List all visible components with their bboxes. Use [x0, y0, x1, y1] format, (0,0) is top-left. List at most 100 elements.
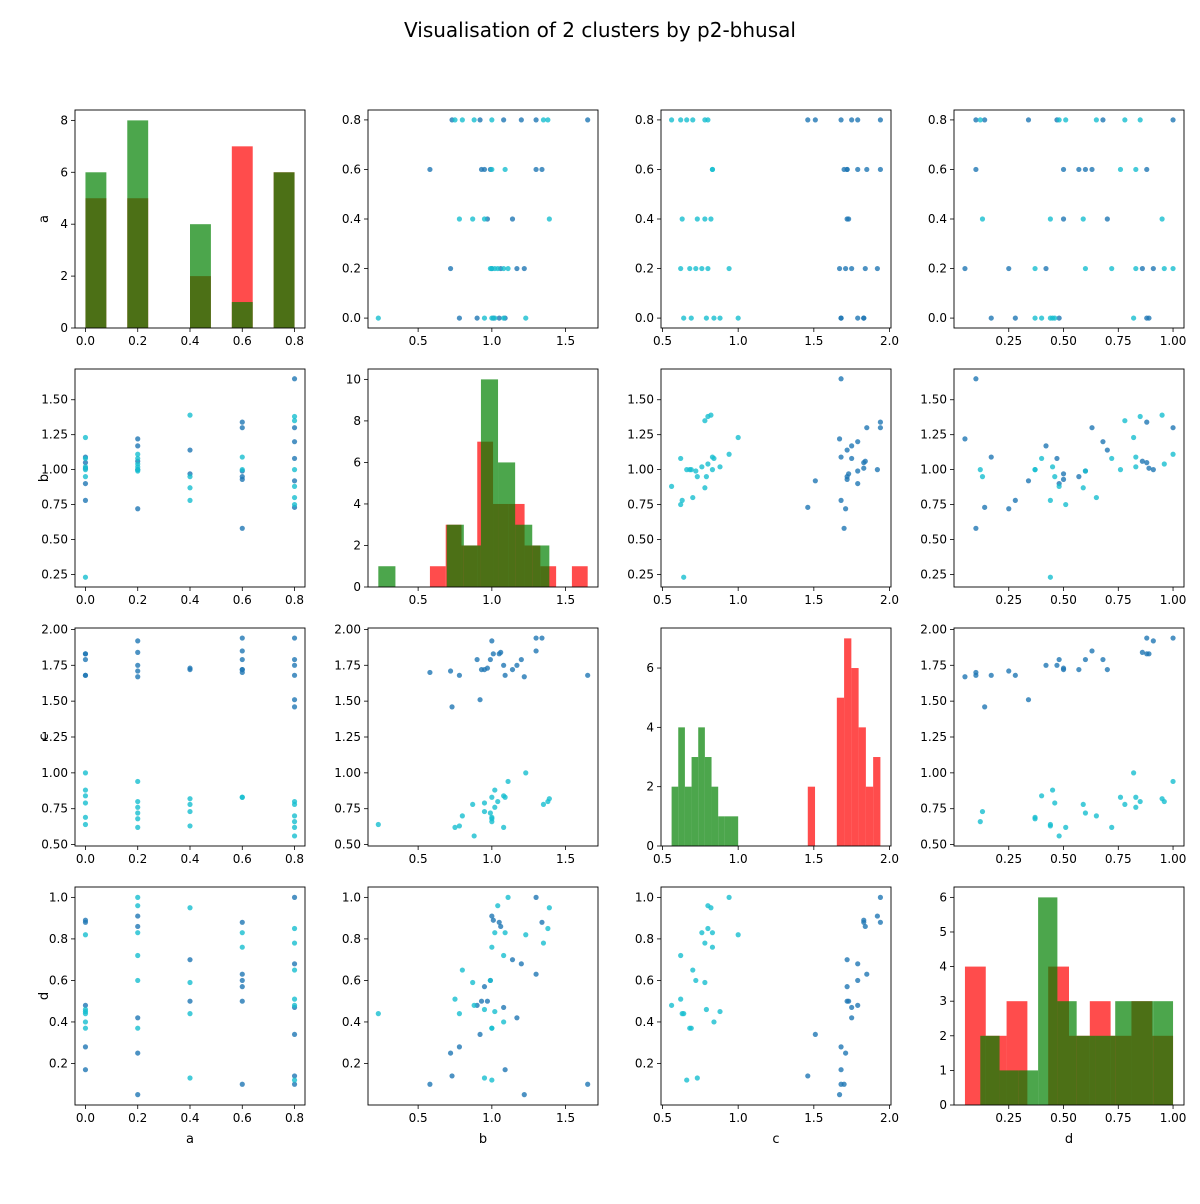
subplot-b-vs-d: 0.25 0.50 0.75 1.00 0.25 0.50 0.75 1.00 1.25 1.50: [920, 368, 1186, 607]
scatter-point-c1-15: [187, 808, 193, 815]
scatter-point-c0-8: [1006, 506, 1012, 512]
scatter-point-c1-0: [735, 434, 741, 441]
scatter-point-c0-11: [846, 216, 852, 222]
scatter-point-c0-3: [82, 672, 89, 678]
scatter-point-c0-18: [877, 894, 884, 900]
x-tick-label: 0.4: [180, 852, 199, 866]
y-tick-label: 2.00: [41, 622, 68, 636]
scatter-point-c1-3: [501, 1019, 507, 1025]
scatter-point-c1-20: [690, 494, 696, 501]
scatter-point-c1-21: [678, 996, 684, 1002]
scatter-point-c1-10: [1032, 467, 1038, 473]
scatter-point-c1-0: [523, 315, 529, 321]
scatter-point-c1-15: [694, 474, 700, 480]
scatter-point-c0-5: [1150, 467, 1156, 473]
scatter-point-c1-6: [505, 265, 511, 272]
scatter-point-c1-19: [1122, 418, 1128, 424]
x-tick-label: 0.0: [76, 1111, 95, 1125]
hist-bar-green-c-0: [671, 786, 679, 846]
scatter-point-c0-15: [1060, 476, 1067, 482]
scatter-point-c1-21: [1063, 501, 1069, 508]
scatter-point-c1-16: [709, 930, 716, 936]
scatter-point-c1-11: [135, 824, 141, 830]
scatter-point-c0-6: [862, 458, 868, 464]
scatter-point-c0-18: [1170, 425, 1176, 431]
y-tick-label: 0.6: [49, 973, 68, 987]
y-tick-label: 0.75: [920, 802, 947, 816]
y-tick-label: 2.00: [334, 622, 361, 636]
y-tick-label: 10: [346, 372, 361, 386]
scatter-point-c0-19: [1100, 117, 1106, 123]
scatter-point-c1-6: [505, 894, 511, 900]
scatter-point-c0-9: [135, 674, 141, 680]
scatter-point-c0-18: [877, 117, 884, 123]
scatter-point-c1-20: [1093, 813, 1099, 819]
x-tick-label: 0.8: [285, 1111, 304, 1125]
scatter-point-c0-2: [456, 315, 463, 321]
scatter-point-c0-0: [1144, 460, 1150, 466]
scatter-point-c1-19: [1122, 117, 1128, 123]
scatter-point-c0-21: [291, 478, 298, 484]
scatter-point-c0-22: [982, 117, 988, 123]
scatter-point-c0-18: [877, 425, 884, 431]
y-tick-label: 0.75: [41, 802, 68, 816]
y-axis-label: c: [37, 733, 52, 740]
scatter-point-c0-6: [498, 923, 504, 930]
scatter-point-c0-21: [291, 1031, 298, 1038]
y-tick-label: 1.50: [334, 694, 361, 708]
axes-frame: [74, 886, 306, 1106]
hist-bar-green-d-7: [1115, 1001, 1135, 1105]
scatter-point-c1-17: [239, 944, 245, 950]
scatter-point-c0-5: [135, 638, 141, 644]
scatter-point-c0-23: [291, 376, 298, 382]
scatter-point-c1-15: [694, 216, 700, 222]
x-tick-label: 0.6: [233, 1111, 252, 1125]
scatter-point-c0-15: [1060, 166, 1067, 173]
scatter-point-c1-21: [291, 996, 298, 1002]
scatter-point-c1-3: [501, 315, 507, 321]
x-axis-label: b: [479, 1132, 487, 1147]
scatter-point-c0-8: [135, 506, 141, 512]
scatter-point-c0-18: [1170, 635, 1176, 641]
scatter-point-c0-2: [1012, 315, 1018, 321]
x-tick-label: 1.5: [804, 593, 823, 607]
scatter-point-c0-4: [861, 465, 867, 471]
scatter-point-c1-15: [187, 1075, 193, 1081]
axes-frame: [953, 109, 1185, 329]
scatter-point-c1-7: [135, 798, 141, 805]
scatter-point-c0-11: [1060, 471, 1067, 477]
scatter-point-c1-14: [456, 1011, 463, 1017]
scatter-point-c0-21: [477, 697, 483, 703]
scatter-point-c0-19: [518, 656, 524, 663]
scatter-point-c0-7: [514, 265, 520, 272]
x-tick-label: 1.5: [556, 852, 575, 866]
hist-bar-red-c-9: [873, 757, 881, 846]
x-tick-label: 2.0: [880, 1111, 899, 1125]
scatter-point-c0-8: [843, 265, 849, 272]
hist-bar-green-d-2: [1018, 1070, 1039, 1105]
scatter-point-c1-7: [705, 265, 711, 272]
scatter-point-c0-4: [861, 917, 867, 923]
y-tick-label: 1.00: [41, 463, 68, 477]
scatter-point-c1-14: [187, 1011, 193, 1017]
scatter-point-c0-15: [844, 998, 850, 1004]
scatter-point-c0-5: [489, 638, 495, 644]
scatter-point-c0-22: [982, 704, 988, 710]
y-tick-label: 0.50: [627, 532, 654, 546]
scatter-point-c0-21: [291, 697, 298, 703]
scatter-point-c0-16: [427, 166, 433, 173]
scatter-point-c0-13: [533, 971, 539, 977]
scatter-point-c1-7: [495, 903, 501, 909]
hist-bar-green-b-0: [378, 566, 396, 587]
scatter-point-c1-22: [1056, 117, 1062, 123]
scatter-point-c1-16: [1133, 166, 1139, 173]
scatter-point-c1-21: [452, 996, 458, 1002]
subplot-d-vs-b: 0.5 1.0 1.5 0.2 0.4 0.6 0.8 1.0 b: [342, 886, 599, 1147]
scatter-point-c1-9: [693, 468, 699, 474]
scatter-point-c0-2: [1012, 497, 1018, 503]
scatter-point-c0-12: [239, 919, 245, 925]
scatter-point-c1-23: [489, 1077, 495, 1083]
scatter-point-c1-9: [1082, 810, 1089, 816]
scatter-point-c0-5: [874, 913, 880, 919]
scatter-point-c0-15: [478, 998, 485, 1004]
